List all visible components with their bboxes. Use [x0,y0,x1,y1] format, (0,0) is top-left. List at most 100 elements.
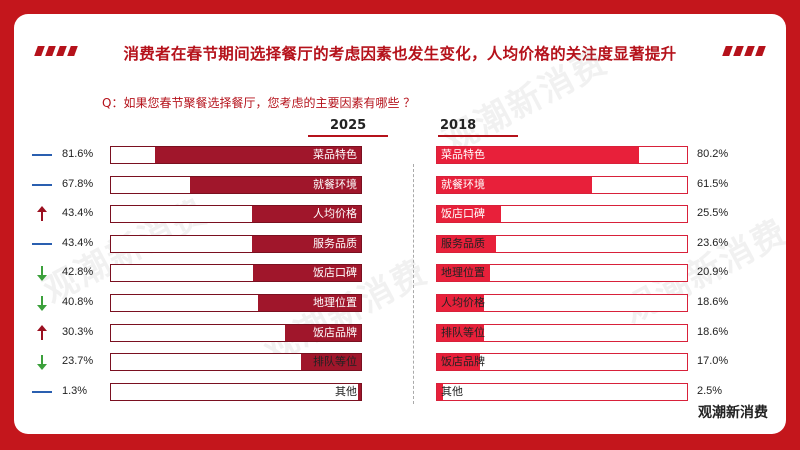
year-underline-left [308,135,388,137]
bar [284,324,361,341]
category-label: 地理位置 [441,266,485,280]
value-label: 1.3% [62,384,88,397]
center-divider [413,164,414,404]
trend-indicator [32,147,54,163]
bar-track: 排队等位 [436,323,688,342]
bar [301,354,361,371]
bar-track: 就餐环境 [110,175,362,194]
bar [258,295,361,311]
category-label: 饭店口碑 [441,207,485,221]
bar-track: 饭店口碑 [436,205,688,224]
arrow-down-icon [37,355,47,371]
category-label: 人均价格 [313,207,357,221]
bar-track: 饭店口碑 [110,264,362,283]
bar-track: 服务品质 [436,234,688,253]
category-label: 其他 [335,384,357,398]
bar [437,147,640,163]
value-label: 80.2% [697,148,729,160]
arrow-up-icon [37,324,47,340]
bar [437,354,480,371]
bar-track: 饭店品牌 [436,353,688,372]
trend-indicator [32,295,54,311]
value-label: 23.6% [697,236,729,249]
bar [437,235,497,252]
category-label: 地理位置 [313,296,357,309]
bar-track: 排队等位 [110,353,362,372]
bar-track: 菜品特色 [436,146,688,164]
trend-indicator [32,236,54,252]
value-label: 61.5% [697,177,729,190]
category-label: 排队等位 [313,355,357,369]
category-label: 服务品质 [441,236,485,250]
bar-track: 菜品特色 [110,146,362,164]
value-label: 43.4% [62,207,94,220]
year-underline-right [438,135,518,137]
category-label: 人均价格 [441,296,485,309]
value-label: 20.9% [697,266,729,279]
category-label: 服务品质 [313,236,357,250]
bar [437,324,484,341]
bar [357,383,361,400]
trend-indicator [32,265,54,282]
bar [253,265,361,282]
chart-card: 消费者在春节期间选择餐厅的考虑因素也发生变化，人均价格的关注度显著提升 Q：如果… [14,14,786,434]
bar [251,235,361,252]
trend-indicator [32,206,54,222]
bar [437,383,444,400]
category-label: 就餐环境 [441,177,485,191]
bar [437,206,502,223]
bar [190,176,361,193]
bar-track: 地理位置 [436,264,688,283]
trend-indicator [32,324,54,341]
category-label: 其他 [441,384,463,398]
bar-track: 其他 [110,382,362,401]
arrow-down-icon [37,296,47,311]
arrow-down-icon [37,266,47,282]
trend-indicator [32,384,54,400]
flat-dash-icon [32,183,52,186]
bar [251,206,361,223]
value-label: 30.3% [62,325,94,338]
category-label: 菜品特色 [313,148,357,161]
flat-dash-icon [32,242,52,245]
flat-dash-icon [32,154,52,156]
category-label: 饭店品牌 [313,325,357,339]
bar [155,147,361,163]
value-label: 23.7% [62,355,94,368]
brand-logo: 观潮新消费 [698,405,768,421]
value-label: 81.6% [62,148,94,160]
bar-track: 其他 [436,382,688,401]
bar [437,295,484,311]
category-label: 排队等位 [441,325,485,339]
page-title: 消费者在春节期间选择餐厅的考虑因素也发生变化，人均价格的关注度显著提升 [123,45,677,63]
bar-track: 地理位置 [110,294,362,312]
bar-track: 就餐环境 [436,175,688,194]
survey-question: Q：如果您春节聚餐选择餐厅，您考虑的主要因素有哪些 ？ [102,96,416,110]
year-label-left: 2025 [330,118,367,133]
value-label: 43.4% [62,236,94,249]
category-label: 饭店口碑 [313,266,357,280]
footer-band [0,434,800,450]
value-label: 17.0% [697,355,729,368]
category-label: 就餐环境 [313,177,357,191]
value-label: 42.8% [62,266,94,279]
value-label: 18.6% [697,296,729,308]
bar [437,176,592,193]
value-label: 67.8% [62,177,94,190]
bar-track: 人均价格 [110,205,362,224]
arrow-up-icon [37,206,47,222]
bar-track: 人均价格 [436,294,688,312]
bar-track: 服务品质 [110,234,362,253]
trend-indicator [32,177,54,193]
bar-track: 饭店品牌 [110,323,362,342]
value-label: 40.8% [62,296,94,308]
value-label: 25.5% [697,207,729,220]
category-label: 菜品特色 [441,148,485,161]
value-label: 18.6% [697,325,729,338]
year-label-right: 2018 [440,118,477,133]
trend-indicator [32,354,54,371]
value-label: 2.5% [697,384,723,397]
flat-dash-icon [32,390,52,393]
bar [437,265,490,282]
category-label: 饭店品牌 [441,355,485,369]
